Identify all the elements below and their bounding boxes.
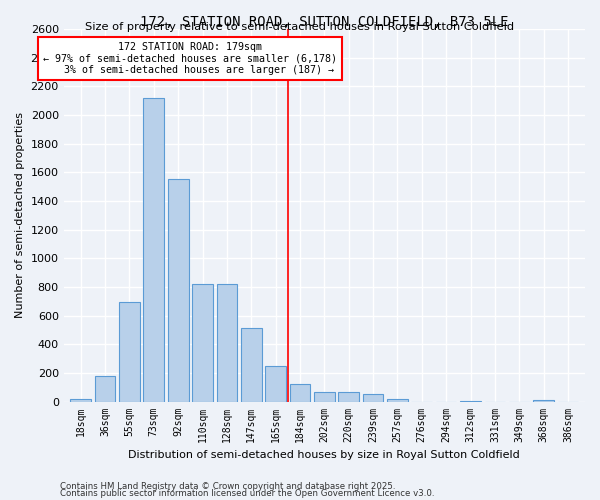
- X-axis label: Distribution of semi-detached houses by size in Royal Sutton Coldfield: Distribution of semi-detached houses by …: [128, 450, 520, 460]
- Bar: [338, 392, 359, 402]
- Bar: [460, 401, 481, 402]
- Bar: [192, 284, 213, 402]
- Text: Size of property relative to semi-detached houses in Royal Sutton Coldfield: Size of property relative to semi-detach…: [85, 22, 515, 32]
- Bar: [363, 394, 383, 402]
- Bar: [95, 376, 115, 402]
- Bar: [70, 400, 91, 402]
- Bar: [241, 328, 262, 402]
- Title: 172, STATION ROAD, SUTTON COLDFIELD, B73 5LE: 172, STATION ROAD, SUTTON COLDFIELD, B73…: [140, 15, 509, 29]
- Bar: [387, 398, 408, 402]
- Bar: [533, 400, 554, 402]
- Bar: [168, 180, 188, 402]
- Bar: [290, 384, 310, 402]
- Y-axis label: Number of semi-detached properties: Number of semi-detached properties: [15, 112, 25, 318]
- Bar: [143, 98, 164, 402]
- Bar: [265, 366, 286, 402]
- Text: 172 STATION ROAD: 179sqm  
← 97% of semi-detached houses are smaller (6,178)
   : 172 STATION ROAD: 179sqm ← 97% of semi-d…: [43, 42, 337, 75]
- Text: Contains public sector information licensed under the Open Government Licence v3: Contains public sector information licen…: [60, 489, 434, 498]
- Text: Contains HM Land Registry data © Crown copyright and database right 2025.: Contains HM Land Registry data © Crown c…: [60, 482, 395, 491]
- Bar: [314, 392, 335, 402]
- Bar: [217, 284, 237, 402]
- Bar: [119, 302, 140, 402]
